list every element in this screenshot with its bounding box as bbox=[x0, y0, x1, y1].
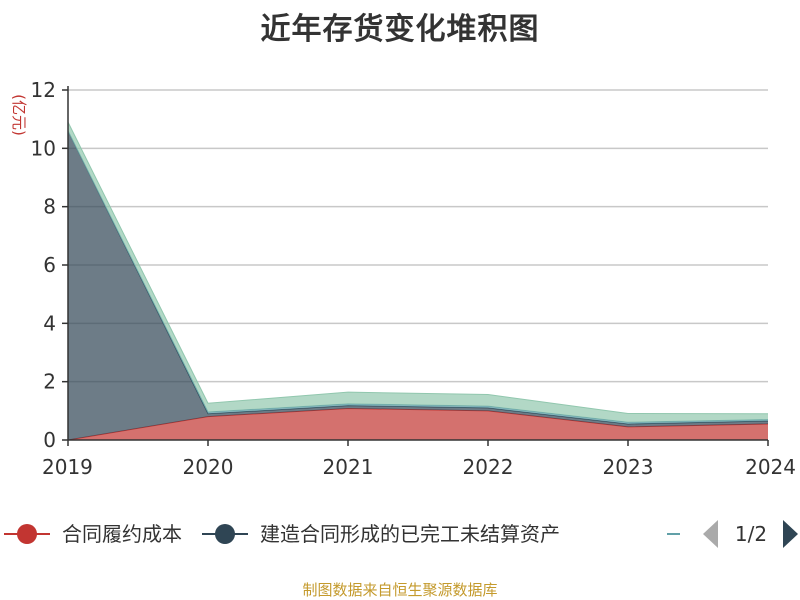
x-tick-label-2023: 2023 bbox=[603, 455, 654, 479]
legend-next-page-icon[interactable] bbox=[783, 520, 798, 548]
y-tick-label-4: 4 bbox=[43, 311, 56, 335]
legend-page-indicator: 1/2 bbox=[735, 522, 767, 546]
y-tick-label-10: 10 bbox=[31, 136, 56, 160]
area-series-2 bbox=[68, 130, 768, 441]
y-axis-unit-label: (亿元) bbox=[10, 94, 28, 136]
legend: 合同履约成本 建造合同形成的已完工未结算资产 1/2 bbox=[4, 520, 798, 548]
chart-title: 近年存货变化堆积图 bbox=[260, 12, 540, 47]
area-series-1 bbox=[68, 408, 768, 440]
x-tick-label-2022: 2022 bbox=[463, 455, 514, 479]
y-tick-label-6: 6 bbox=[43, 253, 56, 277]
y-tick-label-0: 0 bbox=[43, 428, 56, 452]
legend-marker-1 bbox=[17, 524, 37, 544]
y-tick-label-2: 2 bbox=[43, 370, 56, 394]
legend-item-2[interactable]: 建造合同形成的已完工未结算资产 bbox=[202, 522, 560, 546]
x-tick-label-2019: 2019 bbox=[42, 455, 93, 479]
axes: 0 2 4 6 8 10 12 2019 2020 2021 2022 2023 2024 bbox=[31, 78, 796, 479]
y-tick-label-12: 12 bbox=[31, 78, 56, 102]
x-tick-label-2020: 2020 bbox=[183, 455, 234, 479]
x-tick-label-2024: 2024 bbox=[745, 455, 796, 479]
legend-item-1[interactable]: 合同履约成本 bbox=[4, 522, 182, 546]
area-series-layer bbox=[67, 121, 769, 441]
legend-marker-2 bbox=[215, 524, 235, 544]
legend-prev-page-icon[interactable] bbox=[703, 520, 718, 548]
legend-label-2: 建造合同形成的已完工未结算资产 bbox=[260, 522, 560, 546]
legend-label-1: 合同履约成本 bbox=[62, 522, 182, 546]
x-tick-label-2021: 2021 bbox=[323, 455, 374, 479]
area-series-edge-4 bbox=[67, 121, 769, 415]
y-tick-label-8: 8 bbox=[43, 195, 56, 219]
data-source-note: 制图数据来自恒生聚源数据库 bbox=[302, 581, 498, 599]
